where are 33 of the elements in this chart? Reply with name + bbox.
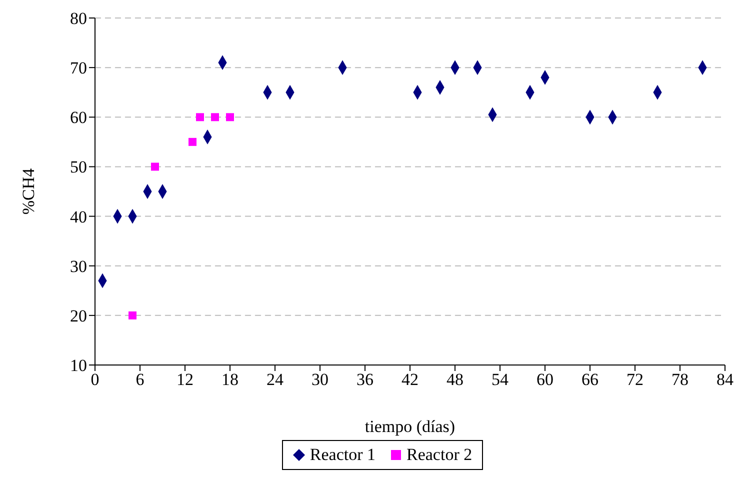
x-tick-label: 66 — [582, 370, 598, 390]
y-axis-title: %CH4 — [19, 168, 38, 215]
x-tick-label: 54 — [492, 370, 509, 390]
x-tick-label: 78 — [672, 370, 688, 390]
y-tick-label: 10 — [70, 356, 87, 376]
x-tick-label: 84 — [716, 370, 734, 390]
x-axis-title: tiempo (días) — [364, 417, 456, 436]
x-tick-label: 30 — [312, 370, 328, 390]
y-tick-label: 80 — [70, 9, 87, 28]
point — [211, 113, 219, 122]
x-tick-label: 42 — [402, 370, 418, 390]
legend-label: Reactor 1 — [310, 445, 376, 465]
legend-label: Reactor 2 — [406, 445, 472, 465]
x-tick-label: 12 — [176, 370, 194, 390]
x-tick-label: 18 — [222, 370, 238, 390]
x-tick-label: 60 — [536, 370, 554, 390]
point — [128, 311, 136, 320]
x-tick-label: 36 — [356, 370, 374, 390]
x-tick-label: 24 — [266, 370, 284, 390]
x-tick-label: 6 — [136, 370, 144, 390]
point — [151, 162, 159, 171]
y-tick-label: 70 — [70, 58, 87, 78]
x-tick-label: 72 — [626, 370, 644, 390]
x-tick-label: 0 — [90, 370, 100, 390]
point — [196, 113, 204, 122]
y-tick-label: 40 — [70, 207, 87, 226]
point — [226, 113, 234, 122]
y-tick-label: 50 — [70, 158, 87, 177]
y-tick-label: 20 — [70, 306, 87, 326]
point — [188, 138, 196, 146]
x-tick-label: 48 — [446, 370, 464, 390]
y-tick-label: 30 — [70, 256, 87, 276]
y-tick-label: 60 — [70, 108, 87, 128]
